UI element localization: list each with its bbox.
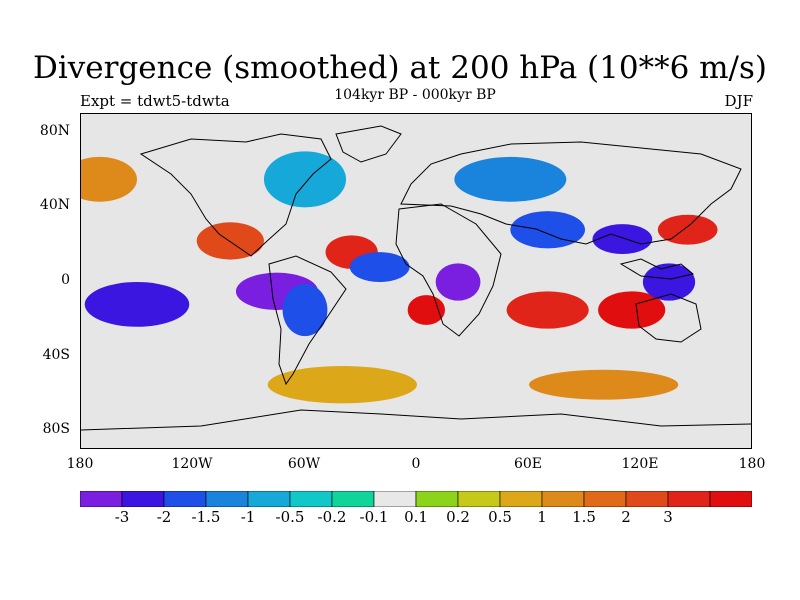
divergence-anomaly-region	[267, 366, 417, 404]
colorbar-label: -0.2	[317, 508, 347, 526]
colorbar-label: 3	[663, 508, 673, 526]
colorbar-swatch	[121, 491, 165, 507]
colorbar-label: -2	[156, 508, 172, 526]
latitude-tick-label: 80S	[42, 421, 70, 438]
latitude-tick-label: 40N	[39, 197, 70, 214]
colorbar-label: -0.1	[359, 508, 389, 526]
divergence-anomaly-region	[642, 263, 696, 301]
longitude-tick-label: 180	[66, 456, 94, 472]
colorbar-label: -0.5	[275, 508, 305, 526]
colorbar-label: 0.5	[488, 508, 512, 526]
divergence-anomaly-region	[529, 369, 679, 400]
divergence-anomaly-region	[282, 283, 328, 337]
coastline-antarctica	[81, 409, 751, 431]
divergence-anomaly-region	[454, 156, 567, 202]
colorbar-label: -1.5	[191, 508, 221, 526]
colorbar-swatch	[709, 491, 752, 507]
colorbar-swatch	[205, 491, 249, 507]
colorbar-swatch	[667, 491, 711, 507]
coastline-maritime-continent	[619, 258, 695, 280]
latitude-tick-label: 0	[61, 272, 70, 288]
divergence-anomaly-region	[510, 211, 585, 249]
longitude-tick-label: 120W	[171, 456, 213, 472]
latitude-tick-label: 80N	[39, 122, 70, 139]
divergence-anomaly-region	[196, 222, 264, 260]
longitude-tick-label: 180	[738, 456, 766, 472]
colorbar-label: 2	[621, 508, 631, 526]
colorbar-label: 0.1	[404, 508, 428, 526]
coastline-south-america	[268, 255, 347, 386]
divergence-anomaly-region	[81, 156, 137, 202]
season-label: DJF	[724, 92, 753, 110]
divergence-anomaly-region	[349, 252, 410, 282]
colorbar-swatch	[415, 491, 459, 507]
period-label: 104kyr BP - 000kyr BP	[334, 87, 496, 103]
colorbar-label: -1	[240, 508, 256, 526]
latitude-tick-label: 40S	[42, 346, 70, 363]
colorbar-swatch	[373, 491, 417, 507]
longitude-tick-label: 60W	[287, 456, 321, 472]
divergence-anomaly-region	[263, 151, 347, 208]
coastline-eurasia	[400, 141, 742, 245]
coastline-australia	[635, 293, 702, 343]
colorbar-swatch	[583, 491, 627, 507]
colorbar-swatch	[163, 491, 207, 507]
coastline-greenland	[335, 125, 402, 163]
colorbar-swatch	[247, 491, 291, 507]
divergence-anomaly-region	[407, 295, 446, 325]
colorbar-swatch	[625, 491, 669, 507]
experiment-label: Expt = tdwt5-tdwta	[80, 92, 230, 110]
longitude-tick-label: 0	[411, 456, 421, 472]
longitude-tick-label: 60E	[513, 456, 543, 472]
colorbar-swatch	[331, 491, 375, 507]
longitude-tick-label: 120E	[621, 456, 659, 472]
divergence-anomaly-region	[592, 224, 653, 254]
coastline-north-america	[139, 133, 332, 257]
map-panel	[80, 113, 752, 449]
colorbar-label: 0.2	[446, 508, 470, 526]
colorbar-swatch	[80, 491, 123, 507]
divergence-anomaly-region	[84, 282, 190, 327]
colorbar-swatch	[289, 491, 333, 507]
colorbar-label: 1	[537, 508, 547, 526]
colorbar-label: -3	[114, 508, 130, 526]
divergence-anomaly-region	[435, 263, 481, 301]
colorbar-swatch	[499, 491, 543, 507]
colorbar-swatch	[457, 491, 501, 507]
colorbar-swatch	[541, 491, 585, 507]
coastline-africa	[395, 203, 502, 337]
divergence-map	[81, 125, 751, 431]
plot-title: Divergence (smoothed) at 200 hPa (10**6 …	[33, 50, 767, 86]
divergence-anomaly-region	[506, 291, 589, 329]
colorbar	[80, 491, 752, 507]
colorbar-label: 1.5	[572, 508, 596, 526]
